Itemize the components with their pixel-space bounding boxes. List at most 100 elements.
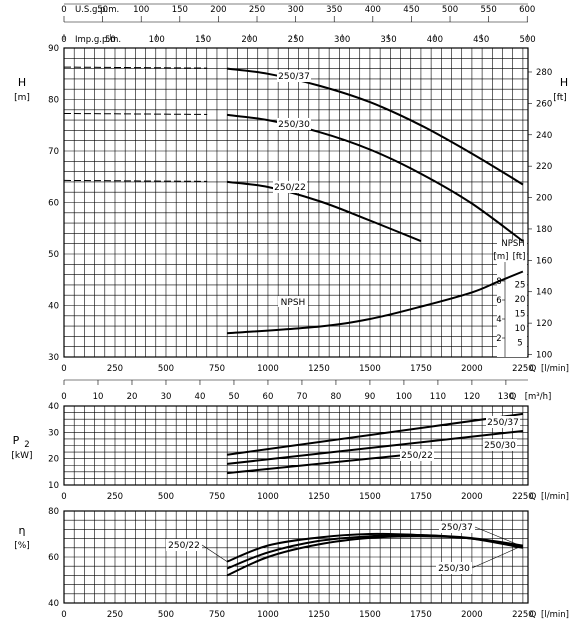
m3h-tick-label: 80 bbox=[331, 392, 342, 402]
eff-y-tick-label: 60 bbox=[48, 553, 59, 563]
head-x-tick-label: 750 bbox=[209, 364, 225, 374]
power-x-tick-label: 1500 bbox=[359, 492, 381, 502]
m3h-tick-label: 30 bbox=[161, 392, 172, 402]
power-x-tick-label: 750 bbox=[209, 492, 225, 502]
plot-frame bbox=[63, 47, 529, 358]
m3h-tick-label: 120 bbox=[464, 392, 480, 402]
us-gpm-tick-label: 450 bbox=[403, 5, 419, 15]
head-y-tick-label: 50 bbox=[48, 250, 59, 260]
m3h-tick-label: 20 bbox=[127, 392, 138, 402]
power-y-label: P bbox=[13, 434, 20, 447]
top-axes bbox=[63, 3, 528, 40]
power-x-tick-label: 1000 bbox=[257, 492, 279, 502]
eff-x-unit: [l/min] bbox=[541, 610, 569, 620]
series-label-bg bbox=[400, 449, 434, 461]
us-gpm-tick-label: 0 bbox=[61, 5, 66, 15]
power-x-tick-label: 2250 bbox=[512, 492, 534, 502]
head-x-tick-label: 1500 bbox=[359, 364, 381, 374]
us-gpm-tick-label: 500 bbox=[442, 5, 458, 15]
imp-gpm-tick-label: 350 bbox=[380, 35, 396, 45]
us-gpm-tick-label: 250 bbox=[249, 5, 265, 15]
head-ft-tick-label: 160 bbox=[536, 256, 552, 266]
power-x-unit: [l/min] bbox=[541, 492, 569, 502]
eff-x-tick-label: 1500 bbox=[359, 610, 381, 620]
eff-series-label: 250/37 bbox=[441, 523, 473, 533]
us-gpm-tick-label: 600 bbox=[519, 5, 535, 15]
power-curve-250-30 bbox=[227, 430, 524, 465]
npsh-scale-bg bbox=[497, 240, 527, 357]
head-x-label: Q bbox=[530, 364, 537, 374]
power-y-label-sub: 2 bbox=[24, 440, 29, 450]
series-label-bg bbox=[486, 416, 520, 428]
m3h-tick-label: 90 bbox=[365, 392, 376, 402]
eff-x-tick-label: 250 bbox=[107, 610, 123, 620]
head-x-tick-label: 250 bbox=[107, 364, 123, 374]
m3h-tick-label: 40 bbox=[195, 392, 206, 402]
power-x-label: Q bbox=[530, 492, 537, 502]
head-y-tick-label: 30 bbox=[48, 353, 59, 363]
series-label-bg bbox=[273, 181, 307, 193]
eff-y-tick-label: 40 bbox=[48, 599, 59, 609]
npsh-ft-tick-label: 5 bbox=[517, 339, 522, 349]
leader-250-22 bbox=[201, 544, 228, 562]
dashed-extension-250-37 bbox=[63, 66, 208, 69]
head-ft-tick-label: 180 bbox=[536, 225, 552, 235]
eff-x-label: Q bbox=[530, 610, 537, 620]
eff-y-tick-label: 80 bbox=[48, 507, 59, 517]
power-series-label: 250/37 bbox=[487, 418, 519, 428]
dashed-extension-250-22 bbox=[63, 179, 208, 182]
power-curve-250-37 bbox=[227, 412, 524, 456]
m3h-tick-label: 10 bbox=[93, 392, 104, 402]
npsh-m-tick-label: 2 bbox=[496, 334, 501, 344]
power-x-tick-label: 250 bbox=[107, 492, 123, 502]
head-y-unit: [m] bbox=[14, 93, 30, 103]
power-x-tick-label: 2000 bbox=[461, 492, 483, 502]
us-gpm-tick-label: 200 bbox=[210, 5, 226, 15]
series-label-bg bbox=[166, 539, 202, 551]
power-series-label: 250/22 bbox=[401, 451, 433, 461]
power-y-tick-label: 10 bbox=[48, 481, 59, 491]
us-gpm-tick-label: 400 bbox=[365, 5, 381, 15]
head-ft-tick-label: 260 bbox=[536, 99, 552, 109]
head-series-label: 250/22 bbox=[274, 183, 306, 193]
m3h-unit: [m³/h] bbox=[525, 392, 552, 402]
imp-gpm-tick-label: 500 bbox=[519, 35, 535, 45]
imp-gpm-tick-label: 250 bbox=[288, 35, 304, 45]
imp-gpm-tick-label: 150 bbox=[195, 35, 211, 45]
us-gpm-label: U.S.g.p.m. bbox=[75, 5, 119, 15]
m3h-tick-label: 60 bbox=[263, 392, 274, 402]
npsh-m-tick-label: 6 bbox=[496, 296, 501, 306]
eff-series-label: 250/30 bbox=[438, 564, 470, 574]
head-curve-250-37 bbox=[227, 67, 524, 186]
npsh-m-tick-label: 4 bbox=[496, 315, 501, 325]
head-y-tick-label: 60 bbox=[48, 199, 59, 209]
eff-curve-250-37 bbox=[226, 535, 524, 577]
us-gpm-tick-label: 100 bbox=[133, 5, 149, 15]
npsh-unit-ft: [ft] bbox=[513, 252, 526, 262]
power-series-label: 250/30 bbox=[484, 441, 516, 451]
imp-gpm-tick-label: 0 bbox=[61, 35, 66, 45]
head-x-tick-label: 0 bbox=[61, 364, 66, 374]
head-right-unit: [ft] bbox=[553, 93, 567, 103]
plot-frame bbox=[63, 405, 529, 486]
power-y-tick-label: 40 bbox=[48, 402, 59, 412]
dashed-extension-250-30 bbox=[63, 112, 208, 115]
eff-y-label: η bbox=[19, 524, 26, 537]
eff-x-tick-label: 2000 bbox=[461, 610, 483, 620]
eff-y-unit: [%] bbox=[14, 541, 30, 551]
series-label-bg bbox=[277, 118, 311, 130]
head-ft-tick-label: 200 bbox=[536, 194, 552, 204]
eff-x-tick-label: 750 bbox=[209, 610, 225, 620]
eff-series-label: 250/22 bbox=[168, 541, 200, 551]
m3h-tick-label: 0 bbox=[61, 392, 66, 402]
npsh-axis-label: NPSH bbox=[501, 239, 524, 249]
series-label-bg bbox=[277, 70, 311, 82]
series-label-bg bbox=[483, 439, 517, 451]
head-ft-tick-label: 100 bbox=[536, 351, 552, 361]
imp-gpm-tick-label: 50 bbox=[105, 35, 116, 45]
power-x-tick-label: 1750 bbox=[410, 492, 432, 502]
head-y-tick-label: 80 bbox=[48, 96, 59, 106]
head-ft-tick-label: 120 bbox=[536, 319, 552, 329]
power-y-unit: [kW] bbox=[11, 451, 32, 461]
